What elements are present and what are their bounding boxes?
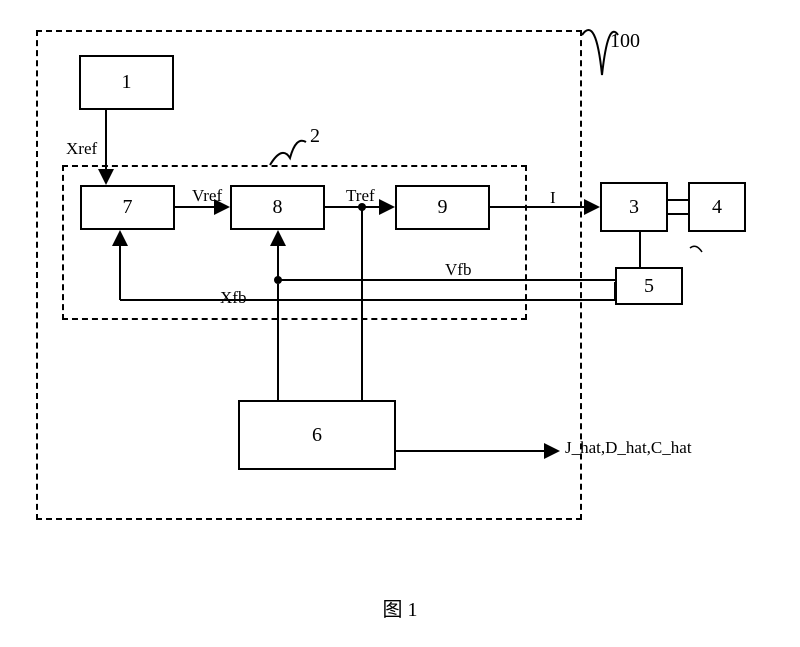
label-i: I [550, 188, 556, 208]
label-tref: Tref [346, 186, 375, 206]
block-6: 6 [238, 400, 396, 470]
inner-box-label: 2 [310, 125, 320, 148]
block-8: 8 [230, 185, 325, 230]
block-7-text: 7 [123, 196, 133, 219]
block-1-text: 1 [122, 71, 132, 94]
block-3: 3 [600, 182, 668, 232]
block-1: 1 [79, 55, 174, 110]
block-6-text: 6 [312, 424, 322, 447]
block-5-text: 5 [644, 275, 654, 298]
block-3-text: 3 [629, 196, 639, 219]
label-jhat: J_hat,D_hat,C_hat [565, 438, 692, 458]
block-5: 5 [615, 267, 683, 305]
label-xref: Xref [66, 139, 97, 159]
label-xfb: Xfb [220, 288, 246, 308]
block-4: 4 [688, 182, 746, 232]
figure-caption: 图 1 [383, 593, 418, 622]
block-8-text: 8 [273, 196, 283, 219]
outer-box-label: 100 [610, 30, 640, 53]
block-7: 7 [80, 185, 175, 230]
block-9: 9 [395, 185, 490, 230]
block-4-text: 4 [712, 196, 722, 219]
label-vfb: Vfb [445, 260, 471, 280]
block-9-text: 9 [438, 196, 448, 219]
label-vref: Vref [192, 186, 222, 206]
